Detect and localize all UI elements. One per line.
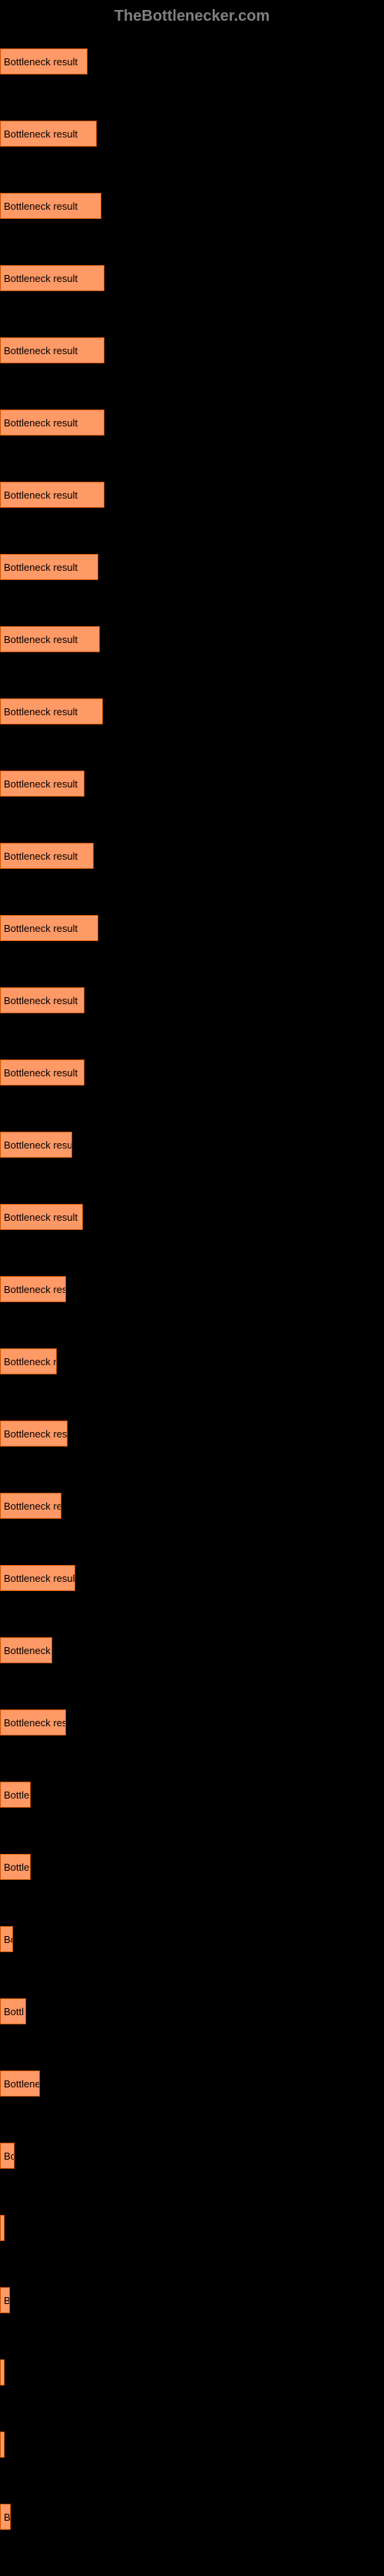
bar: Bottleneck r [0,1348,57,1374]
bar-row: Bottleneck [0,1637,384,1663]
bar-row: Bottleneck result [0,482,384,508]
bar: Bottl [0,1998,26,2024]
bar: Bottleneck re [0,1493,61,1519]
bar-row: Bottleneck result [0,554,384,580]
site-header: TheBottlenecker.com [0,8,384,25]
bar: Bottleneck result [0,843,94,869]
bar-row: Bottleneck result [0,915,384,941]
bar-row: B [0,2504,384,2530]
bar-row: Bottle [0,1854,384,1880]
bar: Bottleneck result [0,915,98,941]
bar: Bottle [0,1854,31,1880]
bar [0,2432,5,2458]
bar: Bottleneck result [0,337,104,363]
bar-row [0,2215,384,2241]
bar-row: Bottleneck res [0,1709,384,1736]
bar-row [0,2359,384,2385]
bar-row: Bo [0,2143,384,2169]
bar: Bottleneck result [0,1059,84,1086]
bar: B [0,2504,11,2530]
bar-row: Bottleneck result [0,48,384,75]
bar-row: Bottlene [0,2070,384,2097]
bar-chart: Bottleneck result Bottleneck result Bottle… [0,48,384,2530]
bar: Bottleneck result [0,698,103,724]
bar: Bottleneck [0,1637,52,1663]
bar: Bottleneck rest [0,1421,68,1447]
bar: Bottleneck result [0,771,84,797]
bar: B [0,2287,10,2313]
bar-row [0,2432,384,2458]
bar-row: Bottleneck result [0,409,384,436]
bar: Bottleneck res [0,1709,66,1736]
bar: Bottleneck result [0,1204,83,1230]
bar-row: Bottleneck result [0,193,384,219]
bar: Bottleneck result [0,409,104,436]
bar: Bottleneck result [0,1565,75,1591]
bar: Bottleneck res [0,1276,66,1302]
bar [0,2215,5,2241]
bar-row: Bottleneck result [0,843,384,869]
bar: Bottleneck result [0,626,100,652]
bar-row: Bottleneck result [0,698,384,724]
bar-row: Bottleneck re [0,1493,384,1519]
bar: Bottleneck result [0,265,104,291]
bar [0,2359,5,2385]
bar: Bottler [0,1782,31,1808]
bar-row: Bottleneck result [0,121,384,147]
bar: Bottleneck result [0,48,88,75]
bar: Bottleneck resu [0,1132,72,1158]
bar-row: Bottl [0,1998,384,2024]
bar: Bottleneck result [0,193,101,219]
bar-row: Bottleneck result [0,265,384,291]
bar-row: Bottleneck resu [0,1132,384,1158]
bar-row: Bottleneck result [0,771,384,797]
bar: Bottleneck result [0,554,98,580]
bar-row: Bottleneck result [0,626,384,652]
bar: Bottleneck result [0,121,97,147]
bar-row: Bottleneck res [0,1276,384,1302]
bar-row: Bottleneck result [0,1204,384,1230]
bar-row: Bottler [0,1782,384,1808]
bar-row: Bottleneck result [0,987,384,1013]
bar: Bo [0,1926,13,1952]
bar-row: Bottleneck result [0,1059,384,1086]
bar-row: B [0,2287,384,2313]
bar-row: Bottleneck result [0,1565,384,1591]
bar-row: Bottleneck r [0,1348,384,1374]
bar-row: Bo [0,1926,384,1952]
bar: Bo [0,2143,15,2169]
bar-row: Bottleneck result [0,337,384,363]
bar: Bottleneck result [0,987,84,1013]
bar: Bottleneck result [0,482,104,508]
bar-row: Bottleneck rest [0,1421,384,1447]
bar: Bottlene [0,2070,40,2097]
